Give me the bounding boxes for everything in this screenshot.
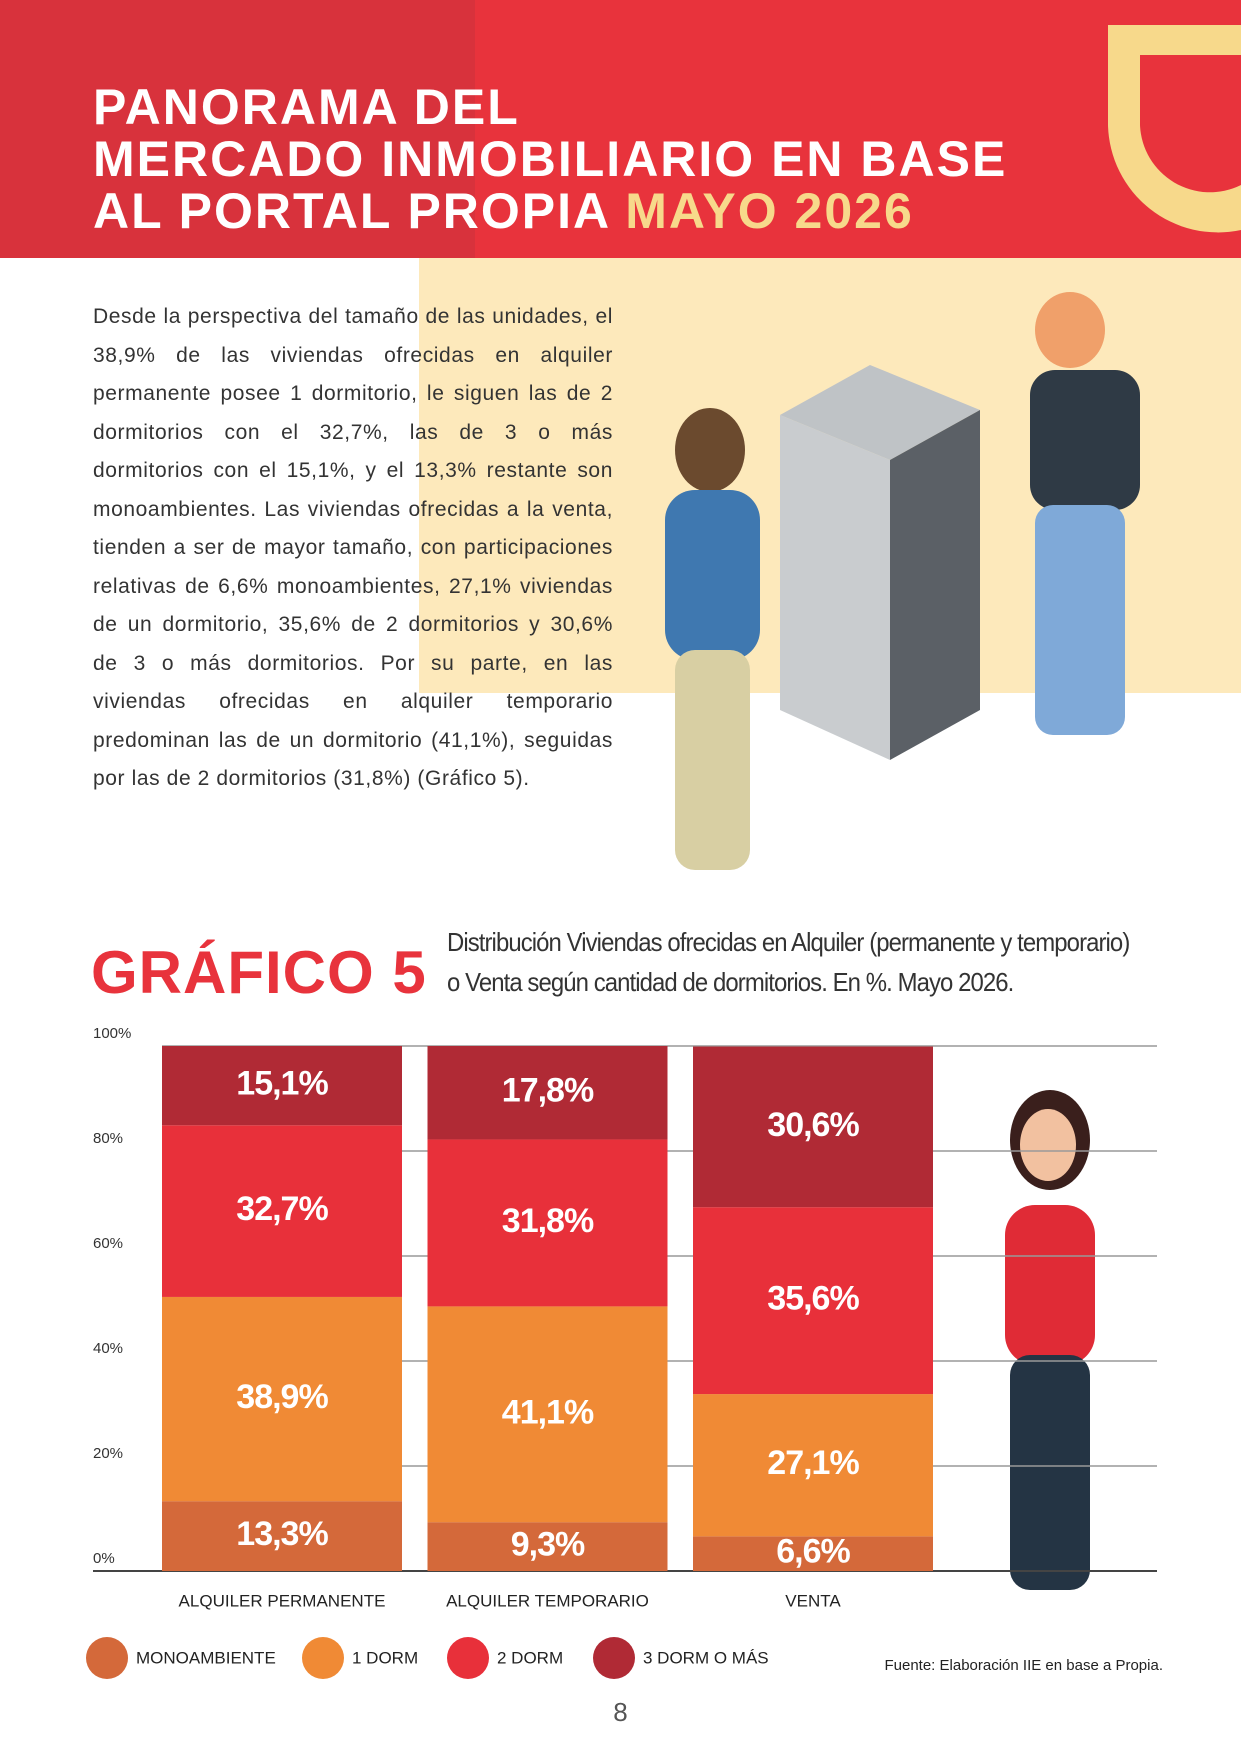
value-label: 6,6% [776, 1533, 850, 1571]
value-label: 13,3% [236, 1515, 328, 1553]
title-line: AL PORTAL PROPIA MAYO 2026 [93, 183, 914, 239]
x-tick-label: VENTA [785, 1591, 841, 1610]
y-tick-label: 20% [93, 1445, 123, 1462]
chart: 0% 20% 40% 60% 80% 100% 13,3% 38,9% 32,7% 15,1% AL… [86, 1025, 1163, 1679]
value-label: 17,8% [502, 1072, 594, 1110]
bar-segment [693, 1394, 933, 1537]
title-highlight: MAYO 2026 [625, 183, 914, 239]
legend-label: 1 DORM [352, 1648, 418, 1667]
value-label: 30,6% [767, 1106, 859, 1144]
value-label: 27,1% [767, 1444, 859, 1482]
y-tick-label: 40% [93, 1340, 123, 1357]
bar-segment [427, 1046, 668, 1140]
person [1030, 370, 1140, 510]
woman-face [1020, 1109, 1076, 1181]
building-side [780, 415, 890, 760]
person [675, 408, 745, 492]
bar-segment [427, 1139, 668, 1307]
person [675, 650, 750, 870]
page-number: 8 [613, 1697, 628, 1727]
value-label: 31,8% [502, 1202, 594, 1240]
person [665, 490, 760, 660]
bar-segment [427, 1306, 668, 1523]
value-label: 35,6% [767, 1280, 859, 1318]
title-line: PANORAMA DEL [93, 79, 520, 135]
legend-swatch [447, 1637, 489, 1679]
value-label: 38,9% [236, 1378, 328, 1416]
bar-segment [693, 1046, 933, 1208]
title-line: AL PORTAL PROPIA [93, 183, 609, 239]
y-tick-label: 0% [93, 1550, 115, 1567]
legend-swatch [593, 1637, 635, 1679]
source: Fuente: Elaboración IIE en base a Propia… [884, 1657, 1163, 1674]
header-art: PANORAMA DEL MERCADO INMOBILIARIO EN BAS… [0, 0, 1241, 870]
bar-segment [693, 1536, 933, 1571]
x-tick-label: ALQUILER TEMPORARIO [446, 1591, 649, 1610]
value-label: 9,3% [511, 1526, 585, 1564]
legend-swatch [86, 1637, 128, 1679]
chart-title: Distribución Viviendas ofrecidas en Alqu… [447, 927, 1130, 997]
person [1035, 292, 1105, 368]
legend-label: MONOAMBIENTE [136, 1648, 276, 1667]
value-label: 41,1% [502, 1393, 594, 1431]
header-band [0, 0, 475, 258]
building-front [890, 410, 980, 760]
legend-swatch [302, 1637, 344, 1679]
paragraph: Desde la perspectiva del tamaño de las u… [93, 305, 613, 790]
logo [1108, 25, 1241, 233]
chart-label: GRÁFICO 5 [91, 939, 427, 1006]
bar-segment [162, 1125, 402, 1297]
value-label: 15,1% [236, 1065, 328, 1103]
x-tick-label: ALQUILER PERMANENTE [179, 1591, 386, 1610]
y-tick-label: 80% [93, 1130, 123, 1147]
y-tick-label: 100% [93, 1025, 131, 1042]
person [1035, 505, 1125, 735]
bar-segment [693, 1207, 933, 1395]
legend-label: 2 DORM [497, 1648, 563, 1667]
bar-segment [162, 1501, 402, 1571]
woman-top [1005, 1205, 1095, 1365]
bar-segment [162, 1296, 402, 1502]
woman-pants [1010, 1355, 1090, 1590]
y-tick-label: 60% [93, 1235, 123, 1252]
legend-label: 3 DORM O MÁS [643, 1648, 769, 1667]
woman-figure [1005, 1090, 1095, 1590]
value-label: 32,7% [236, 1190, 328, 1228]
bar-segment [162, 1046, 402, 1126]
title-line: MERCADO INMOBILIARIO EN BASE [93, 131, 1007, 187]
bar-segment [427, 1522, 668, 1571]
building-top [780, 365, 980, 460]
